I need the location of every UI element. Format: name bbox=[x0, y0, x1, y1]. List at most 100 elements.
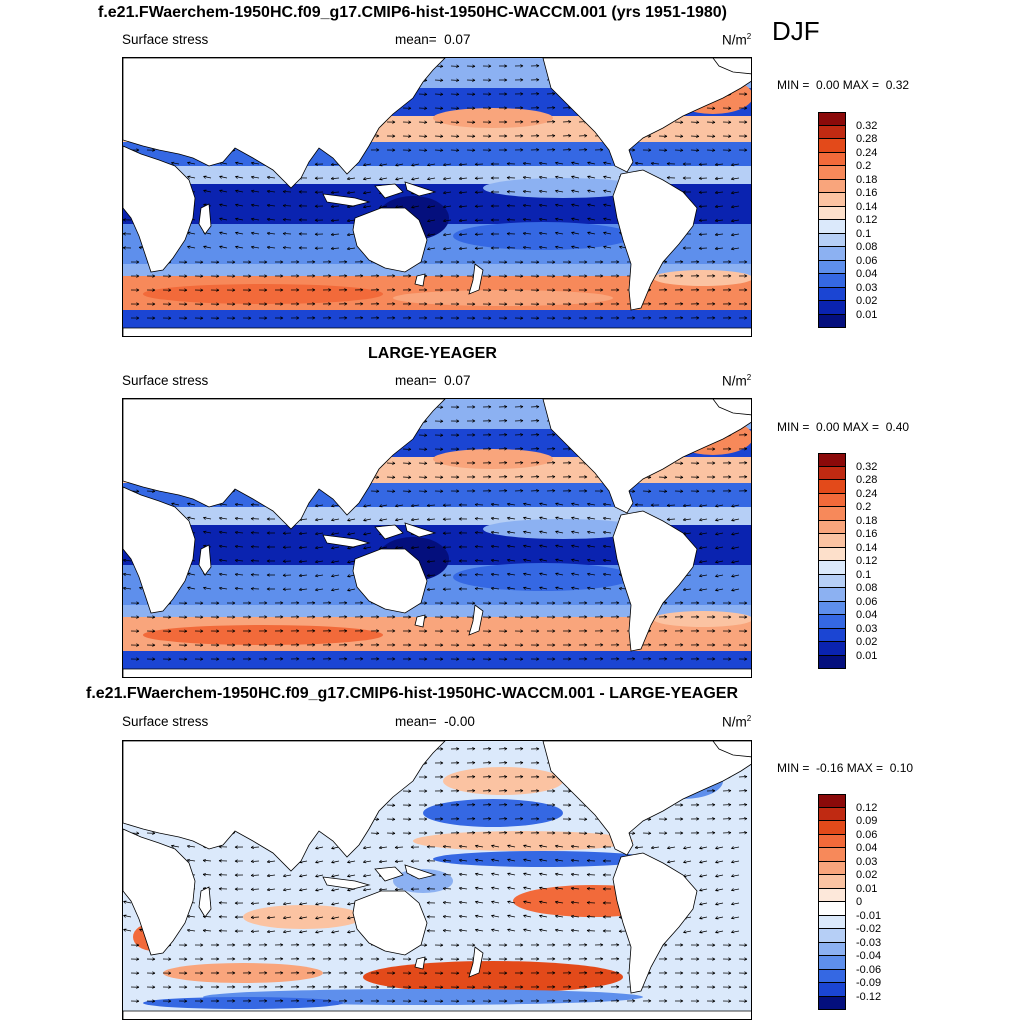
colorbar-swatch bbox=[818, 206, 846, 220]
continent-outline bbox=[712, 741, 751, 758]
colorbar-swatch bbox=[818, 233, 846, 247]
colorbar-tick-label: -0.06 bbox=[856, 963, 882, 976]
panel2-max-label: MAX = bbox=[842, 420, 880, 434]
panel1-min-label: MIN = bbox=[777, 78, 810, 92]
colorbar-swatch bbox=[818, 956, 846, 970]
colorbar-swatch bbox=[818, 193, 846, 207]
field-patch bbox=[653, 270, 751, 286]
colorbar-swatch bbox=[818, 139, 846, 153]
colorbar-swatch bbox=[818, 274, 846, 288]
colorbar-swatch bbox=[818, 655, 846, 669]
field-patch bbox=[433, 108, 553, 128]
colorbar-swatch bbox=[818, 561, 846, 575]
colorbar-swatch bbox=[818, 493, 846, 507]
continent-outline bbox=[612, 169, 698, 311]
panel1-min-value: 0.00 bbox=[816, 78, 840, 92]
continent-outline bbox=[414, 956, 426, 970]
continent-outline bbox=[322, 534, 371, 548]
colorbar-swatch bbox=[818, 834, 846, 848]
panel1-variable: Surface stress bbox=[122, 32, 209, 47]
panel1-colorbar bbox=[818, 112, 846, 328]
field-band bbox=[123, 605, 751, 617]
colorbar-swatch bbox=[818, 287, 846, 301]
colorbar-swatch bbox=[818, 902, 846, 916]
colorbar-tick-label: 0.01 bbox=[856, 649, 878, 662]
colorbar-tick-label: 0.06 bbox=[856, 595, 878, 608]
colorbar-swatch bbox=[818, 875, 846, 889]
panel3-minmax: MIN = -0.16 MAX = 0.10 bbox=[777, 761, 913, 775]
continent-outline bbox=[712, 58, 751, 75]
colorbar-swatch bbox=[818, 807, 846, 821]
panel1-minmax: MIN = 0.00 MAX = 0.32 bbox=[777, 78, 909, 92]
field-patch bbox=[243, 905, 363, 929]
field-patch bbox=[653, 611, 751, 627]
colorbar-tick-label: 0.08 bbox=[856, 582, 878, 594]
field-patch bbox=[393, 290, 613, 306]
colorbar-tick-label: 0.04 bbox=[856, 609, 878, 621]
colorbar-tick-label: 0.04 bbox=[856, 268, 878, 280]
panel1-mean-label: mean= bbox=[395, 32, 437, 47]
continent-outline bbox=[468, 946, 484, 978]
continent-outline bbox=[374, 183, 404, 199]
continent-outline bbox=[414, 614, 426, 628]
season-label: DJF bbox=[772, 16, 820, 46]
colorbar-tick-label: 0.02 bbox=[856, 295, 878, 307]
panel1-mean: mean= 0.07 bbox=[395, 32, 470, 47]
panel2-title: LARGE-YEAGER bbox=[368, 345, 497, 362]
continent-outline bbox=[198, 886, 212, 918]
continent-outline bbox=[404, 522, 437, 538]
panel1-mean-value: 0.07 bbox=[444, 32, 471, 47]
colorbar-tick-label: 0.16 bbox=[856, 187, 878, 199]
colorbar-swatch bbox=[818, 628, 846, 642]
panel2-units-exp: 2 bbox=[746, 373, 752, 382]
field-patch bbox=[453, 563, 633, 591]
panel1-units-text: N/m bbox=[722, 32, 747, 48]
panel2-variable: Surface stress bbox=[122, 373, 209, 388]
colorbar-swatch bbox=[818, 301, 846, 315]
continent-outline bbox=[374, 524, 404, 540]
continent-outline bbox=[404, 181, 437, 197]
continent-outline bbox=[468, 604, 484, 636]
panel1-map bbox=[122, 57, 752, 337]
continent-outline bbox=[123, 486, 196, 614]
colorbar-swatch bbox=[818, 547, 846, 561]
continent-outline bbox=[712, 399, 751, 416]
field-patch bbox=[143, 625, 383, 645]
colorbar-swatch bbox=[818, 480, 846, 494]
colorbar-tick-label: 0.06 bbox=[856, 828, 878, 841]
panel1-max-value: 0.32 bbox=[885, 78, 910, 92]
colorbar-tick-label: 0.18 bbox=[856, 514, 878, 527]
colorbar-tick-label: 0.09 bbox=[856, 815, 878, 827]
colorbar-tick-label: 0.12 bbox=[856, 555, 878, 567]
continent-outline bbox=[404, 864, 437, 880]
colorbar-tick-label: 0.03 bbox=[856, 855, 878, 868]
colorbar-tick-label: 0.1 bbox=[856, 568, 872, 581]
continent-outline bbox=[123, 741, 446, 872]
panel2-map bbox=[122, 398, 752, 678]
colorbar-swatch bbox=[818, 260, 846, 274]
panel1-units-exp: 2 bbox=[746, 32, 752, 41]
panel3-max-value: 0.10 bbox=[889, 761, 914, 775]
colorbar-swatch bbox=[818, 574, 846, 588]
field-band bbox=[123, 264, 751, 276]
colorbar-tick-label: 0.2 bbox=[856, 160, 872, 172]
colorbar-tick-label: -0.01 bbox=[856, 909, 882, 922]
colorbar-swatch bbox=[818, 520, 846, 534]
colorbar-tick-label: 0.18 bbox=[856, 173, 878, 186]
panel3-min-label: MIN = bbox=[777, 761, 810, 775]
colorbar-tick-label: 0.32 bbox=[856, 460, 878, 473]
colorbar-swatch bbox=[818, 588, 846, 602]
colorbar-swatch bbox=[818, 794, 846, 808]
field-patch bbox=[483, 178, 643, 198]
colorbar-tick-label: 0.14 bbox=[856, 200, 878, 213]
colorbar-tick-label: 0.01 bbox=[856, 882, 878, 895]
continent-outline bbox=[542, 58, 751, 173]
colorbar-swatch bbox=[818, 642, 846, 656]
continent-outline bbox=[123, 399, 446, 530]
colorbar-swatch bbox=[818, 125, 846, 139]
continent-outline bbox=[612, 510, 698, 652]
panel2-mean-value: 0.07 bbox=[444, 373, 471, 388]
panel2-units: N/m2 bbox=[722, 373, 751, 389]
panel3-title: f.e21.FWaerchem-1950HC.f09_g17.CMIP6-his… bbox=[86, 685, 739, 702]
colorbar-swatch bbox=[818, 821, 846, 835]
